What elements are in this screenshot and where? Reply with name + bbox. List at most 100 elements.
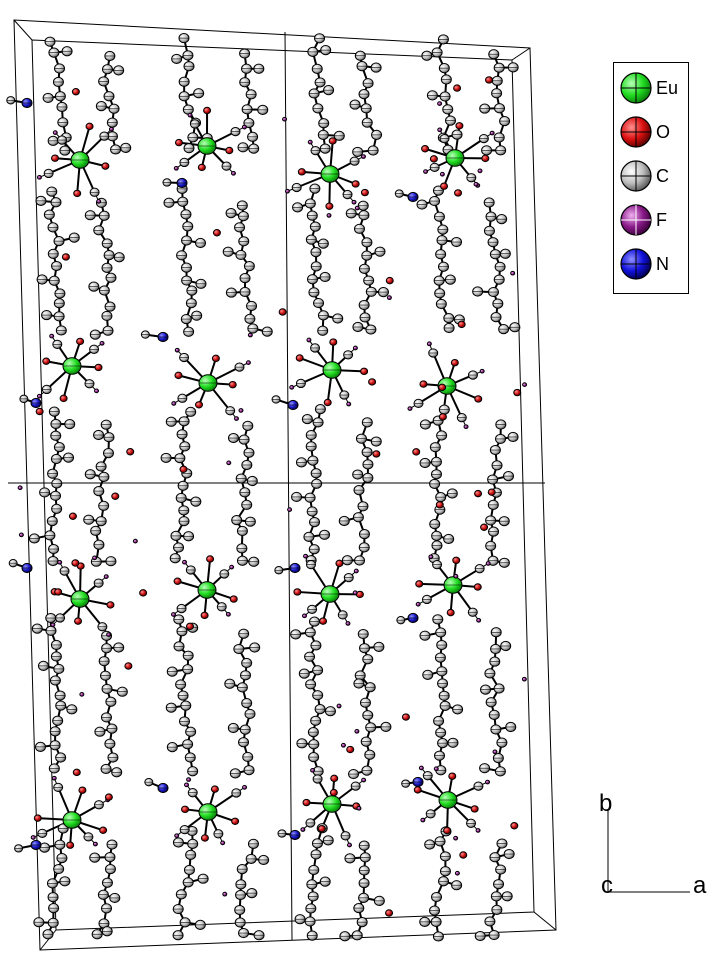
carbon-atom xyxy=(238,927,250,939)
carbon-atom xyxy=(342,189,353,200)
oxygen-atom xyxy=(139,589,148,597)
carbon-atom xyxy=(53,298,65,309)
carbon-atom xyxy=(106,723,118,734)
carbon-atom xyxy=(49,675,61,686)
fluorine-atom xyxy=(354,728,360,734)
fluorine-atom xyxy=(174,347,180,353)
oxygen-atom xyxy=(360,188,369,197)
carbon-atom xyxy=(241,499,253,510)
carbon-atom xyxy=(105,696,117,707)
carbon-atom xyxy=(163,197,175,208)
carbon-atom xyxy=(495,433,507,445)
carbon-atom xyxy=(503,848,515,860)
carbon-atom xyxy=(431,530,443,541)
carbon-atom xyxy=(487,474,499,485)
carbon-atom xyxy=(213,829,224,839)
oxygen-atom xyxy=(181,805,190,814)
oxygen-atom xyxy=(212,229,221,237)
fluorine-atom xyxy=(230,170,236,176)
carbon-atom xyxy=(102,447,114,459)
carbon-atom xyxy=(98,500,110,511)
carbon-atom xyxy=(437,224,449,235)
fluorine-atom xyxy=(174,833,180,839)
oxygen-atom xyxy=(71,559,80,567)
carbon-atom xyxy=(225,208,237,219)
carbon-atom xyxy=(303,531,315,542)
carbon-atom xyxy=(89,344,100,354)
carbon-atom xyxy=(438,876,450,887)
europium-atom xyxy=(70,590,90,608)
carbon-atom xyxy=(367,145,379,156)
oxygen-atom xyxy=(35,407,44,416)
carbon-atom xyxy=(314,33,326,44)
carbon-atom xyxy=(185,849,197,861)
carbon-atom xyxy=(88,281,100,292)
carbon-atom xyxy=(343,350,354,360)
carbon-atom xyxy=(501,891,513,902)
carbon-atom xyxy=(61,46,73,57)
carbon-atom xyxy=(165,416,177,427)
carbon-atom xyxy=(178,516,190,527)
carbon-atom xyxy=(503,470,515,482)
carbon-atom xyxy=(474,930,486,942)
carbon-atom xyxy=(248,143,260,154)
carbon-atom xyxy=(310,261,322,272)
carbon-atom xyxy=(337,610,348,620)
carbon-atom xyxy=(248,556,260,567)
carbon-atom xyxy=(182,104,194,115)
carbon-atom xyxy=(89,852,101,863)
fluorine-atom xyxy=(173,165,179,171)
carbon-atom xyxy=(396,616,406,625)
carbon-atom xyxy=(170,530,182,542)
carbon-atom xyxy=(179,441,191,452)
fluorine-atom xyxy=(345,621,351,626)
fluorine-atom xyxy=(346,401,352,407)
carbon-atom xyxy=(84,379,95,389)
carbon-atom xyxy=(53,311,65,322)
oxygen-atom xyxy=(197,163,206,172)
carbon-atom xyxy=(466,173,477,183)
carbon-atom xyxy=(19,394,29,404)
carbon-atom xyxy=(307,455,319,466)
carbon-atom xyxy=(310,145,321,156)
carbon-atom xyxy=(443,533,455,545)
carbon-atom xyxy=(52,339,63,349)
carbon-atom xyxy=(495,145,507,156)
carbon-atom xyxy=(239,724,251,735)
axis-orientation-indicator xyxy=(607,810,690,893)
carbon-atom xyxy=(419,457,431,469)
fluorine-atom xyxy=(245,360,251,365)
oxygen-atom xyxy=(71,88,80,96)
nitrogen-atom xyxy=(412,776,424,788)
fluorine-atom xyxy=(171,401,177,406)
carbon-atom xyxy=(492,752,504,764)
carbon-atom xyxy=(93,539,105,550)
carbon-atom xyxy=(292,202,304,213)
fluorine-atom xyxy=(453,835,459,841)
crystal-structure-view xyxy=(6,19,557,951)
carbon-atom xyxy=(95,516,107,527)
carbon-atom xyxy=(479,103,491,114)
carbon-atom xyxy=(243,260,255,272)
carbon-atom xyxy=(314,404,326,415)
carbon-atom xyxy=(500,640,512,652)
oxygen-atom xyxy=(470,805,479,813)
europium-atom xyxy=(198,803,218,821)
carbon-atom xyxy=(311,838,323,849)
oxygen-atom xyxy=(419,380,428,388)
carbon-atom xyxy=(370,436,382,447)
carbon-atom xyxy=(169,553,181,564)
carbon-atom xyxy=(445,115,457,126)
fluorine-atom xyxy=(36,175,42,180)
legend-item-f: F xyxy=(616,203,688,237)
carbon-atom xyxy=(324,706,336,717)
carbon-atom xyxy=(53,441,65,453)
europium-atom xyxy=(198,374,218,392)
oxygen-atom xyxy=(173,577,182,585)
carbon-atom xyxy=(43,209,55,220)
fluorine-atom xyxy=(485,779,491,785)
carbon-atom xyxy=(101,903,113,914)
carbon-atom xyxy=(494,103,506,114)
carbon-atom xyxy=(424,839,436,850)
carbon-atom xyxy=(105,272,117,283)
